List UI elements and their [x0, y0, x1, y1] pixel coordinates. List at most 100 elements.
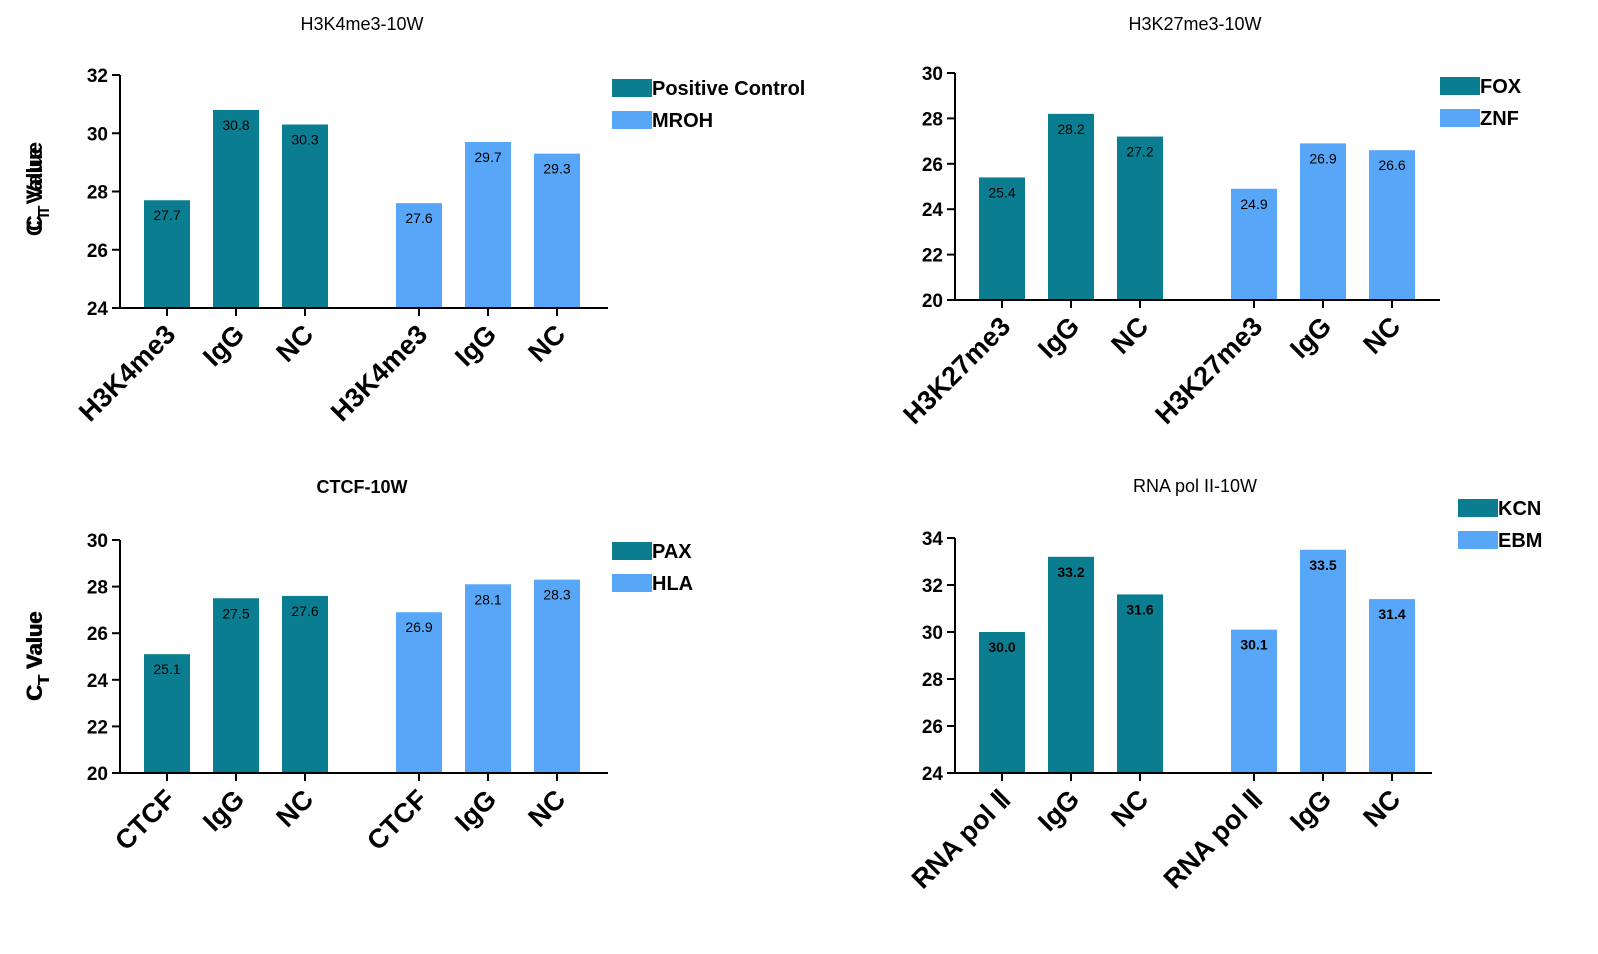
bar [1117, 136, 1163, 300]
data-label: 28.1 [474, 591, 501, 607]
data-label: 27.7 [153, 207, 180, 223]
legend-swatch [612, 111, 652, 129]
y-tick-label: 26 [922, 717, 943, 738]
y-axis-label: CT Value [22, 612, 53, 701]
x-tick-label: NC [270, 319, 319, 368]
legend-label: PAX [652, 541, 692, 563]
y-axis-label-part: Value [22, 611, 47, 675]
x-tick-label: NC [522, 319, 571, 368]
y-axis-label-sub: T [36, 675, 53, 685]
data-label: 30.3 [291, 132, 318, 148]
legend-swatch [612, 542, 652, 560]
x-tick-label: NC [1357, 311, 1406, 360]
x-tick-label: IgG [1284, 311, 1337, 364]
chart-title: H3K4me3-10W [300, 14, 423, 34]
bar [144, 200, 190, 308]
data-label: 25.4 [988, 184, 1015, 200]
x-tick-label: NC [1105, 784, 1154, 833]
bar [1369, 150, 1415, 300]
legend-label: MROH [652, 110, 713, 132]
y-axis-label-sub: T [36, 210, 53, 220]
data-label: 27.6 [405, 210, 432, 226]
y-tick-label: 22 [922, 246, 943, 267]
y-tick-label: 32 [922, 576, 943, 597]
x-tick-label: IgG [197, 319, 250, 372]
bar [1048, 113, 1094, 300]
y-axis-label-part: Value [22, 612, 47, 676]
y-axis-label-part: Value [22, 147, 47, 211]
y-axis-label-part: C [22, 684, 47, 700]
data-label: 30.8 [222, 117, 249, 133]
bar [979, 177, 1025, 300]
y-tick-label: 30 [87, 531, 108, 552]
bar [1231, 188, 1277, 300]
data-label: 28.3 [543, 587, 570, 603]
data-label: 33.5 [1309, 557, 1336, 573]
data-label: 29.3 [543, 161, 570, 177]
bar [396, 203, 442, 308]
x-tick-label: H3K4me3 [73, 319, 181, 427]
data-label: 25.1 [153, 661, 180, 677]
data-label: 30.1 [1240, 637, 1267, 653]
bar [465, 141, 511, 308]
x-tick-label: NC [1105, 311, 1154, 360]
bar [1369, 599, 1415, 773]
data-label: 27.2 [1126, 144, 1153, 160]
y-axis-label: CT Value [22, 147, 53, 236]
bar [213, 598, 259, 773]
x-tick-label: IgG [449, 319, 502, 372]
chart-title: RNA pol II-10W [1133, 476, 1257, 496]
legend-swatch [1440, 77, 1480, 95]
chart-title: CTCF-10W [317, 477, 408, 497]
x-tick-label: CTCF [361, 784, 433, 856]
x-tick-label: H3K27me3 [897, 311, 1016, 430]
y-axis-label: CT Value [22, 142, 53, 231]
legend-swatch [1440, 109, 1480, 127]
x-tick-label: IgG [449, 784, 502, 837]
data-label: 28.2 [1057, 121, 1084, 137]
y-tick-label: 34 [922, 529, 944, 550]
x-tick-label: H3K4me3 [325, 319, 433, 427]
y-tick-label: 28 [922, 109, 943, 130]
data-label: 27.6 [291, 603, 318, 619]
y-axis-label-sub: T [36, 205, 53, 215]
x-tick-label: IgG [1284, 784, 1337, 837]
legend-swatch [1458, 531, 1498, 549]
y-tick-label: 20 [922, 291, 943, 312]
y-axis-label-part: C [22, 685, 47, 701]
legend-label: HLA [652, 573, 693, 595]
y-tick-label: 30 [922, 623, 943, 644]
bar [465, 584, 511, 773]
y-tick-label: 24 [922, 764, 944, 785]
data-label: 29.7 [474, 149, 501, 165]
data-label: 26.9 [1309, 150, 1336, 166]
legend-label: KCN [1498, 498, 1541, 520]
data-label: 26.9 [405, 619, 432, 635]
legend-label: Positive Control [652, 78, 805, 100]
bar [534, 579, 580, 773]
bar [979, 632, 1025, 773]
bar [1117, 594, 1163, 773]
y-tick-label: 26 [87, 241, 108, 262]
x-tick-label: IgG [1032, 311, 1085, 364]
bar [213, 109, 259, 308]
y-tick-label: 28 [922, 670, 943, 691]
y-tick-label: 26 [922, 155, 943, 176]
x-tick-label: H3K27me3 [1149, 311, 1268, 430]
bar [1231, 629, 1277, 773]
data-label: 24.9 [1240, 196, 1267, 212]
bar [1300, 549, 1346, 773]
x-tick-label: NC [522, 784, 571, 833]
y-axis-label-part: C [22, 215, 47, 231]
y-tick-label: 24 [87, 299, 109, 320]
data-label: 26.6 [1378, 157, 1405, 173]
x-tick-label: NC [1357, 784, 1406, 833]
x-tick-label: NC [270, 784, 319, 833]
y-tick-label: 30 [87, 124, 108, 145]
y-tick-label: 22 [87, 717, 108, 738]
x-tick-label: IgG [1032, 784, 1085, 837]
x-tick-label: RNA pol Ⅱ [906, 784, 1017, 895]
bar [534, 153, 580, 308]
y-axis-label-part: C [22, 220, 47, 236]
